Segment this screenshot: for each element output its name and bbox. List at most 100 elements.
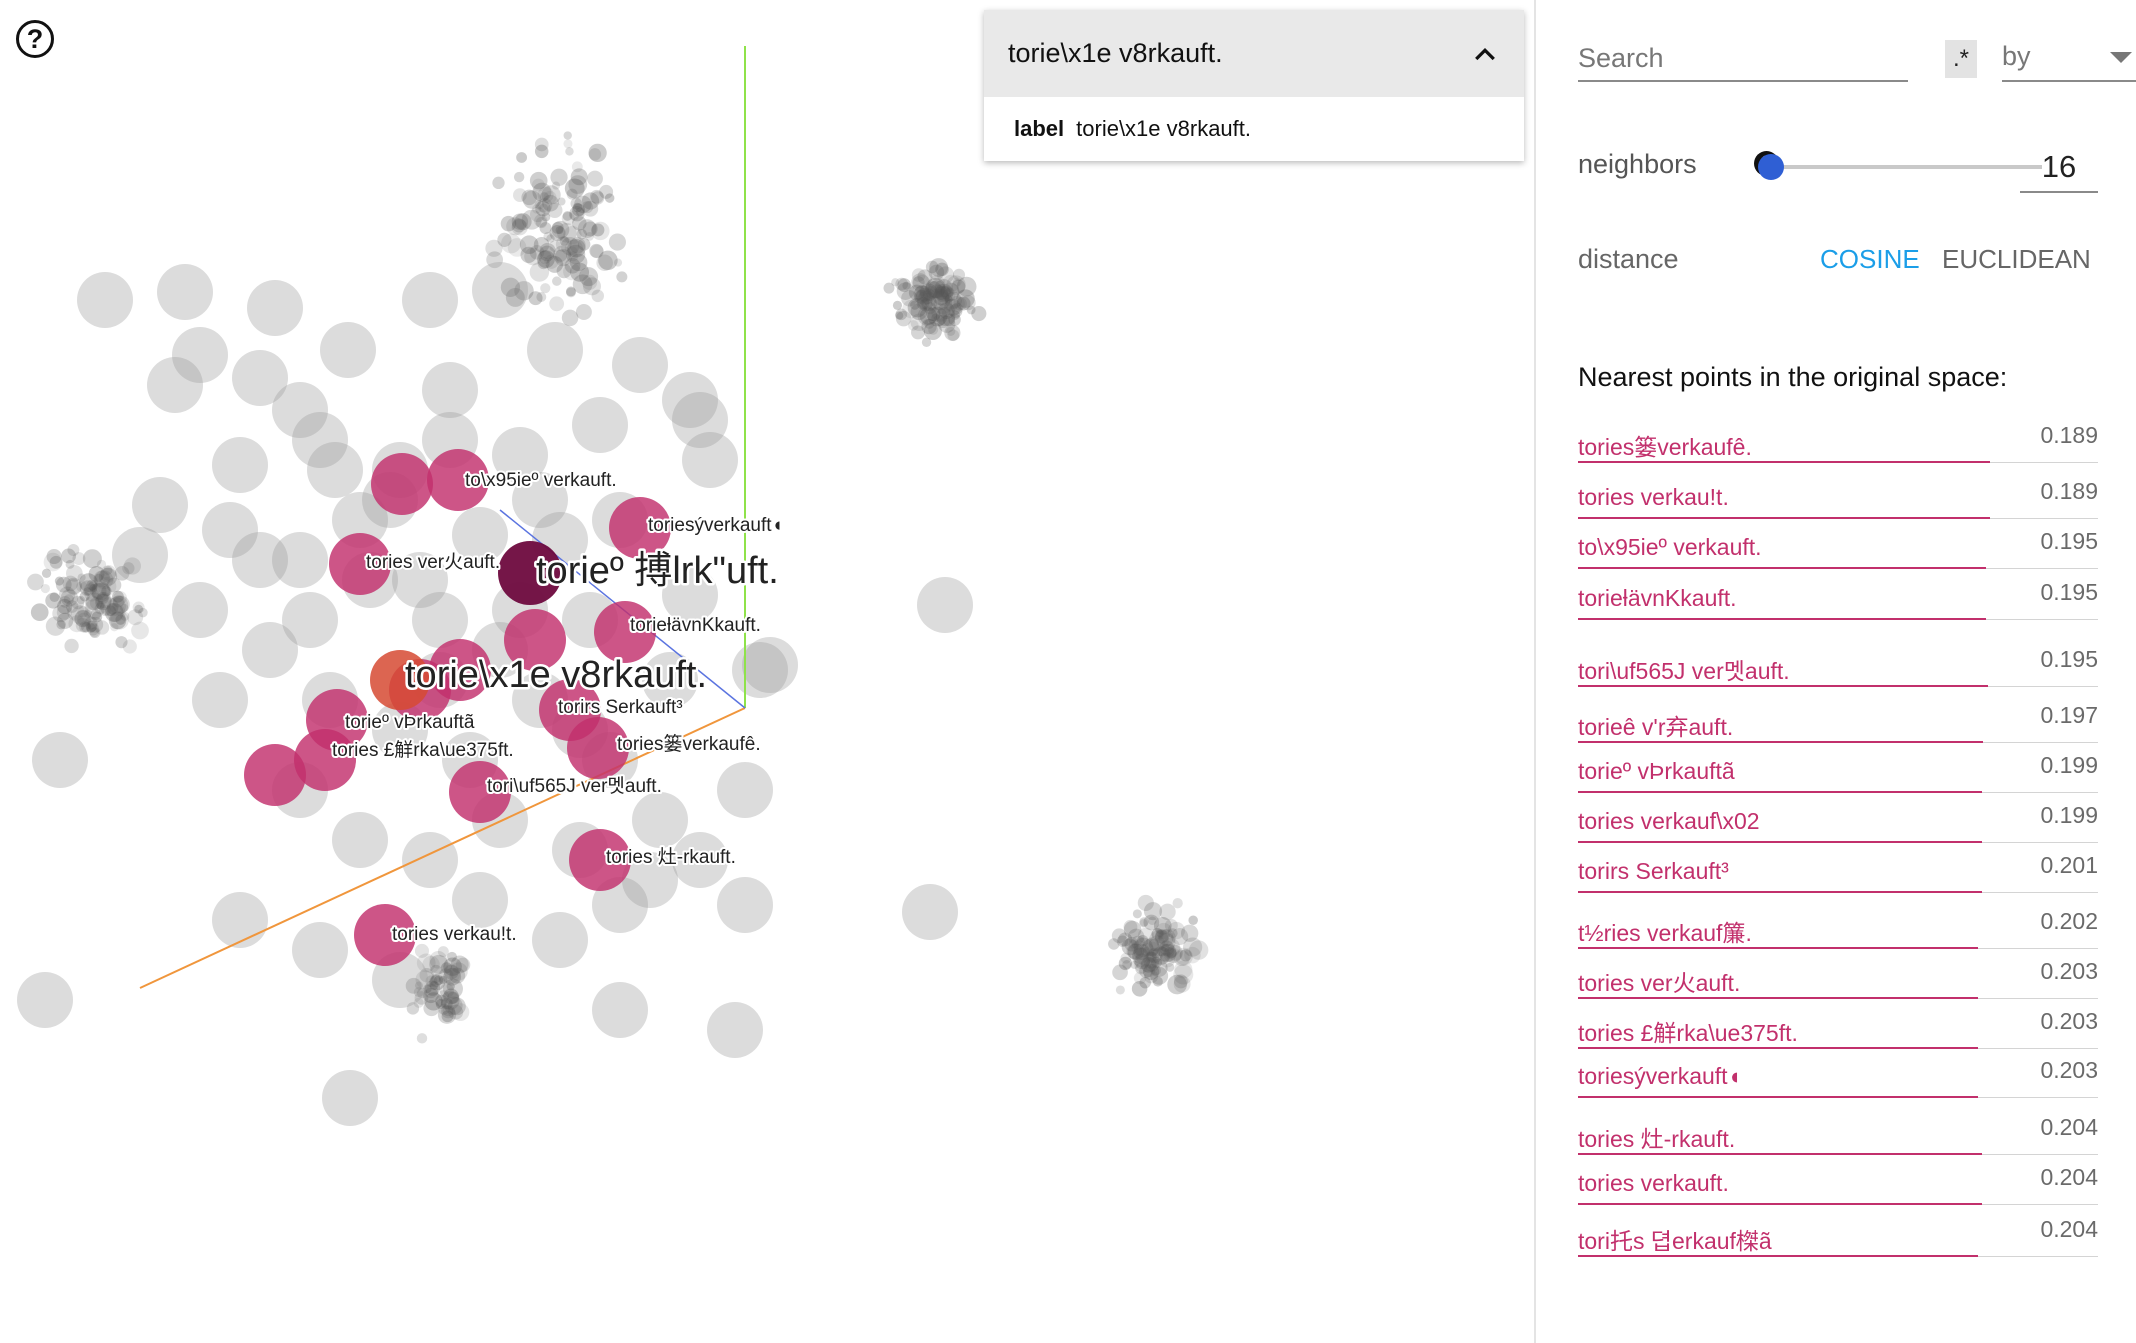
- nearest-point-item[interactable]: tories verkau!t. 0.189: [1578, 476, 2098, 522]
- point-label: toriesýverkauft◖: [648, 515, 783, 536]
- cloud-point: [100, 564, 117, 581]
- background-point: [212, 892, 268, 948]
- neighbor-point[interactable]: [294, 729, 356, 791]
- neighbor-point[interactable]: [609, 497, 671, 559]
- cloud-point: [1134, 956, 1151, 973]
- neighbors-slider[interactable]: [1758, 154, 2042, 180]
- regex-toggle-button[interactable]: .*: [1945, 40, 1977, 78]
- neighbor-point[interactable]: [569, 829, 631, 891]
- background-point: [157, 264, 213, 320]
- cloud-point: [107, 597, 126, 617]
- cloud-point: [923, 288, 935, 300]
- cloud-point: [1171, 928, 1189, 946]
- cloud-point: [450, 955, 469, 974]
- cloud-point: [532, 204, 542, 214]
- background-point: [232, 532, 288, 588]
- cloud-point: [1165, 962, 1175, 972]
- cloud-point: [554, 249, 567, 262]
- cloud-point: [49, 555, 63, 569]
- cloud-point: [485, 239, 503, 257]
- background-point: [412, 592, 468, 648]
- caret-down-icon: [2110, 52, 2132, 63]
- slider-thumb[interactable]: [1758, 154, 1784, 180]
- background-point: [632, 792, 688, 848]
- neighbor-point[interactable]: [371, 453, 433, 515]
- cloud-point: [1156, 933, 1176, 952]
- distance-bar: [1578, 567, 1986, 569]
- cloud-point: [555, 236, 572, 252]
- cloud-point: [934, 283, 954, 303]
- nearest-point-item[interactable]: toriesýverkauft◖ 0.203: [1578, 1055, 2098, 1101]
- neighbor-point[interactable]: [594, 601, 656, 663]
- cloud-point: [568, 175, 588, 194]
- background-point: [392, 552, 448, 608]
- euclidean-button[interactable]: EUCLIDEAN: [1942, 244, 2091, 274]
- cloud-point: [588, 143, 607, 163]
- background-point: [642, 652, 698, 708]
- cloud-point: [71, 595, 85, 610]
- cloud-point: [918, 285, 929, 297]
- neighbor-point[interactable]: [427, 449, 489, 511]
- nearest-point-item[interactable]: tori托s 뎝erkauf榤ã 0.204: [1578, 1214, 2098, 1260]
- nearest-point-item[interactable]: tories verkauf\x02 0.199: [1578, 800, 2098, 846]
- background-point: [77, 272, 133, 328]
- cloud-point: [1150, 956, 1162, 968]
- background-point: [742, 637, 798, 693]
- neighbor-point[interactable]: [539, 679, 601, 741]
- nearest-point-item[interactable]: tories £觧rka\ue375ft. 0.203: [1578, 1006, 2098, 1052]
- neighbor-point[interactable]: [449, 761, 511, 823]
- search-input[interactable]: [1578, 36, 1908, 82]
- cloud-point: [67, 603, 85, 621]
- nearest-point-item[interactable]: tories篓verkaufê. 0.189: [1578, 420, 2098, 466]
- hover-point-label: torieº 搏lrk"uft.: [536, 550, 779, 592]
- cloud-point: [65, 577, 82, 595]
- neighbors-row: neighbors ? 16: [1578, 145, 2098, 195]
- cloud-point: [935, 306, 956, 327]
- cloud-point: [99, 604, 111, 616]
- hover-point[interactable]: [498, 541, 562, 605]
- nearest-point-item[interactable]: torirs Serkauft³ 0.201: [1578, 850, 2098, 896]
- cloud-point: [1145, 951, 1157, 963]
- cloud-point: [921, 295, 938, 312]
- neighbor-point[interactable]: [354, 904, 416, 966]
- help-button[interactable]: ?: [16, 20, 54, 58]
- cloud-point: [59, 596, 71, 608]
- embedding-scatter-3d[interactable]: to\x95ieº verkauft. toriesýverkauft◖ torie…: [0, 0, 1534, 1343]
- nearest-point-item[interactable]: t½ries verkauf簾. 0.202: [1578, 906, 2098, 952]
- nearest-point-item[interactable]: torieê v'r弃auft. 0.197: [1578, 700, 2098, 746]
- cosine-button[interactable]: COSINE: [1820, 244, 1920, 274]
- cloud-point: [551, 220, 570, 239]
- neighbor-point[interactable]: [244, 744, 306, 806]
- cloud-point: [549, 240, 561, 252]
- cloud-point: [1132, 947, 1149, 964]
- cloud-point: [928, 275, 946, 293]
- nearest-point-item[interactable]: tories 灶-rkauft. 0.204: [1578, 1112, 2098, 1158]
- nearest-point-item[interactable]: to\x95ieº verkauft. 0.195: [1578, 526, 2098, 572]
- cloud-point: [27, 573, 44, 591]
- background-point: [282, 592, 338, 648]
- neighbor-point[interactable]: [504, 609, 566, 671]
- nearest-point-item[interactable]: tories verkauft. 0.204: [1578, 1162, 2098, 1208]
- nearest-point-item[interactable]: tories ver火auft. 0.203: [1578, 956, 2098, 1002]
- cloud-point: [910, 313, 928, 332]
- background-point: [147, 357, 203, 413]
- nearest-point-item[interactable]: torieƚävnKkauft. 0.195: [1578, 577, 2098, 623]
- neighbor-points[interactable]: [244, 449, 671, 966]
- nearest-point-item[interactable]: tori\uf565J ver멧auft. 0.195: [1578, 644, 2098, 690]
- cloud-point: [100, 597, 119, 617]
- search-by-select[interactable]: by: [2002, 36, 2136, 82]
- cloud-point: [96, 601, 105, 610]
- cloud-point: [565, 244, 586, 265]
- cloud-point: [917, 306, 938, 326]
- chevron-up-icon[interactable]: [1470, 39, 1500, 69]
- selected-point[interactable]: [370, 650, 430, 710]
- background-point: [332, 812, 388, 868]
- cloud-point: [1153, 916, 1172, 935]
- nearest-point-distance: 0.195: [2040, 579, 2098, 605]
- neighbors-input[interactable]: 16: [2020, 145, 2098, 193]
- neighbor-point[interactable]: [329, 533, 391, 595]
- card-header[interactable]: torie\x1e v8rkauft.: [984, 10, 1524, 97]
- nearest-point-item[interactable]: torieº vÞrkauftã 0.199: [1578, 750, 2098, 796]
- cloud-point: [64, 638, 79, 654]
- cloud-point: [952, 268, 966, 281]
